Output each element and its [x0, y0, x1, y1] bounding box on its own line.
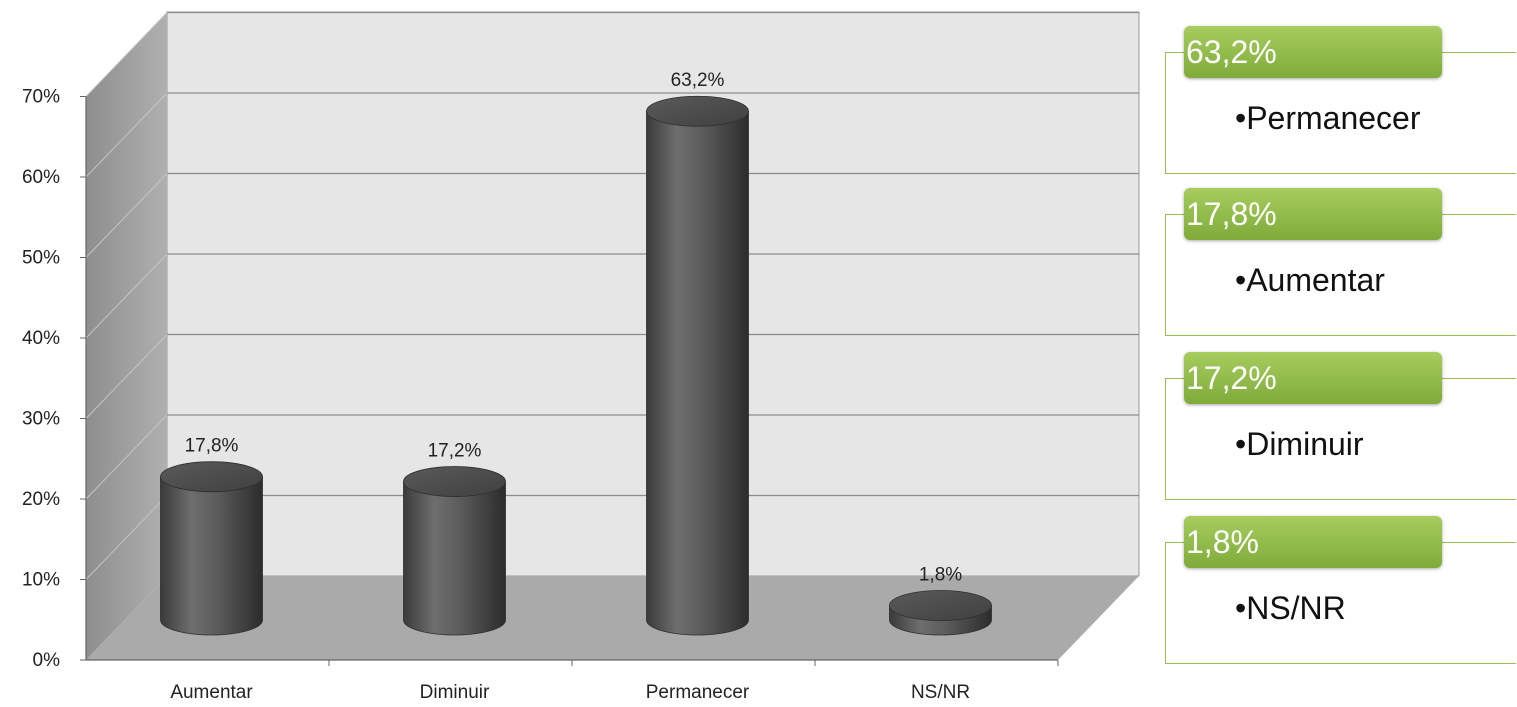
callout-item-label: •Aumentar — [1235, 262, 1385, 298]
bar-body — [646, 110, 749, 636]
y-tick-label: 10% — [22, 570, 60, 591]
y-tick-label: 20% — [22, 489, 60, 510]
bar-chart: 0% 10% 20% 30% 40% 50% 60% 70% 17,8% Aumentar 17,… — [22, 11, 1140, 703]
bar-top — [160, 461, 263, 493]
category-label: Diminuir — [420, 682, 490, 703]
data-label: 17,8% — [185, 436, 239, 457]
gridline-side — [85, 495, 168, 580]
callout-box: 63,2% •Permanecer — [1165, 26, 1517, 174]
gridline-side — [85, 334, 168, 419]
callout-item-label: •Permanecer — [1235, 100, 1421, 136]
y-tick-label: 50% — [22, 248, 60, 269]
callout-item-label: •Diminuir — [1235, 426, 1364, 462]
category-label: Aumentar — [170, 682, 253, 703]
category-label: Permanecer — [646, 682, 750, 703]
bar-diminuir — [403, 466, 506, 636]
data-label: 17,2% — [428, 441, 482, 462]
gridline-side — [85, 414, 168, 500]
bar-permanecer — [646, 95, 749, 636]
callout-value-tag: 17,2% — [1184, 352, 1442, 404]
callout-value-tag: 1,8% — [1184, 516, 1442, 568]
gridline-side — [85, 12, 168, 97]
gridline-side — [85, 92, 168, 178]
category-label: NS/NR — [911, 682, 970, 703]
y-tick-label: 60% — [22, 167, 60, 188]
data-label: 63,2% — [671, 70, 725, 91]
bar-top — [889, 590, 992, 621]
y-tick-label: 0% — [33, 650, 61, 671]
side-wall — [86, 12, 167, 660]
data-label: 1,8% — [919, 565, 962, 586]
callout-box: 1,8% •NS/NR — [1165, 516, 1517, 664]
gridline-side — [85, 173, 168, 258]
bar-top — [403, 466, 506, 497]
bar-aumentar — [160, 461, 263, 636]
callout-value-tag: 17,8% — [1184, 188, 1442, 240]
y-tick-label: 30% — [22, 409, 60, 430]
bar-body — [160, 476, 263, 636]
bar-top — [646, 95, 749, 127]
bar-body — [403, 481, 506, 636]
callout-box: 17,8% •Aumentar — [1165, 188, 1517, 336]
callout-value-tag: 63,2% — [1184, 26, 1442, 78]
bar-ns-nr — [889, 590, 992, 636]
gridline-side — [85, 253, 168, 339]
callout-item-label: •NS/NR — [1235, 590, 1346, 626]
y-tick-label: 40% — [22, 328, 60, 349]
floor — [86, 576, 1139, 660]
callout-box: 17,2% •Diminuir — [1165, 352, 1517, 500]
y-tick-label: 70% — [22, 87, 60, 108]
